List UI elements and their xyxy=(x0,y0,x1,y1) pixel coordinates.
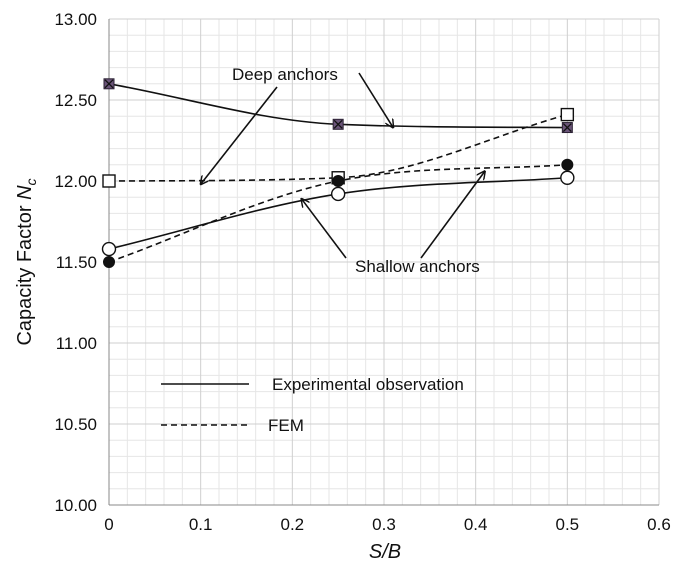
x-tick-label: 0 xyxy=(104,515,113,534)
legend: Experimental observation FEM xyxy=(161,375,464,435)
legend-label: FEM xyxy=(268,416,304,435)
marker-cross xyxy=(333,119,343,129)
y-tick-label: 10.00 xyxy=(54,496,97,515)
deep-experimental-point xyxy=(561,122,573,134)
deep-experimental-point xyxy=(332,118,344,130)
x-axis-label: S/B xyxy=(369,541,401,563)
x-tick-label: 0.6 xyxy=(647,515,671,534)
y-tick-label: 10.50 xyxy=(54,415,97,434)
y-axis-label-text: Capacity Factor xyxy=(14,200,36,346)
x-tick-label: 0.5 xyxy=(556,515,580,534)
x-tick-label: 0.3 xyxy=(372,515,396,534)
shallow-anchors-label: Shallow anchors xyxy=(355,257,480,276)
deep-anchors-arrow xyxy=(201,86,278,184)
deep-anchors-label: Deep anchors xyxy=(232,65,338,84)
shallow-experimental-point xyxy=(560,170,575,185)
shallow-fem-point xyxy=(332,175,345,187)
marker-cross xyxy=(562,123,572,132)
series-group xyxy=(101,78,575,268)
x-tick-label: 0.1 xyxy=(189,515,213,534)
deep-fem-line xyxy=(108,113,568,182)
x-tick-label: 0.4 xyxy=(464,515,488,534)
deep-experimental-point xyxy=(103,78,115,90)
deep-fem-point xyxy=(560,107,575,122)
y-tick-label: 11.50 xyxy=(56,253,97,272)
shallow-experimental-point xyxy=(330,186,346,202)
y-tick-label: 13.00 xyxy=(54,10,97,29)
y-axis-label: Capacity Factor Nc xyxy=(14,178,39,345)
annotations: Deep anchors Shallow anchors xyxy=(201,65,485,276)
y-tick-label: 12.00 xyxy=(54,172,97,191)
deep-anchors-arrow xyxy=(358,72,393,128)
shallow-fem-point xyxy=(103,256,115,268)
x-tick-label: 0.2 xyxy=(281,515,305,534)
shallow-experimental-point xyxy=(101,241,117,257)
deep-fem-point xyxy=(102,174,116,188)
y-tick-label: 12.50 xyxy=(54,91,97,110)
shallow-anchors-arrow xyxy=(302,199,347,259)
legend-label: Experimental observation xyxy=(272,375,464,394)
y-axis-label-subscript: c xyxy=(23,178,39,185)
marker-cross xyxy=(104,79,114,89)
tick-labels: 0 0.1 0.2 0.3 0.4 0.5 0.6 10.00 10.50 11.00 11.50 1… xyxy=(54,10,670,534)
y-tick-label: 11.00 xyxy=(56,334,97,353)
shallow-anchors-arrow xyxy=(420,171,485,259)
shallow-fem-point xyxy=(561,158,574,171)
y-axis-label-symbol: N xyxy=(14,185,36,200)
